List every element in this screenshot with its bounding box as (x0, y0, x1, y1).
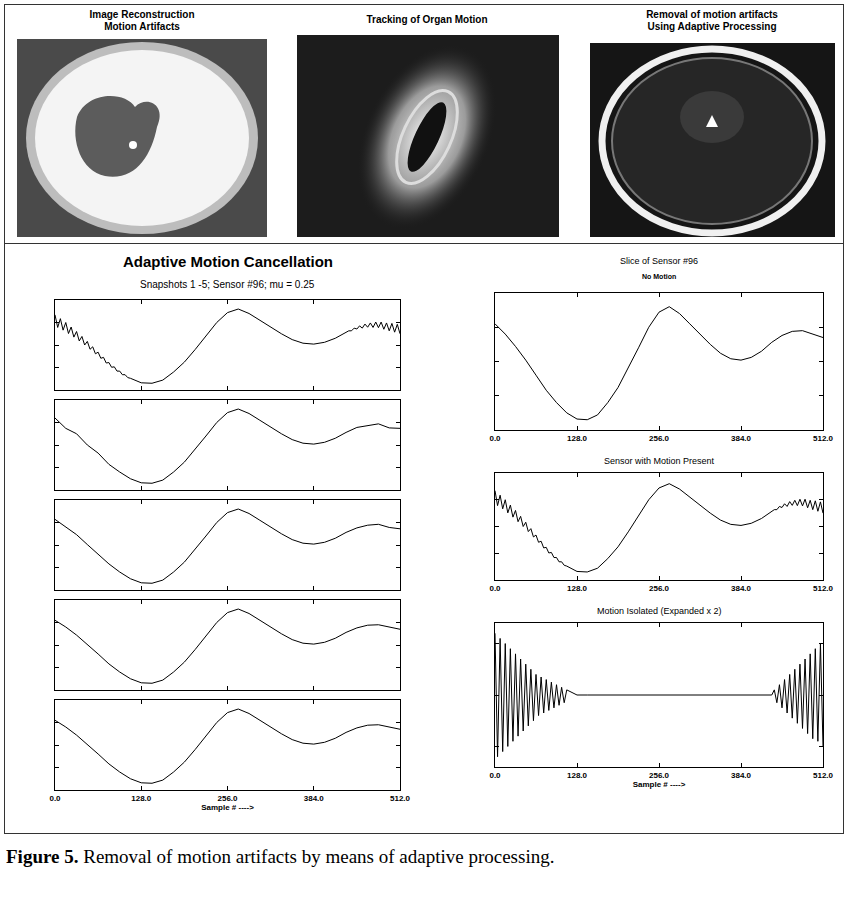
svg-text:384.0: 384.0 (304, 794, 325, 803)
svg-text:128.0: 128.0 (131, 794, 152, 803)
svg-text:Removal of motion artifacts: Removal of motion artifacts (646, 9, 778, 20)
svg-text:384.0: 384.0 (731, 771, 752, 780)
svg-text:512.0: 512.0 (813, 771, 834, 780)
svg-text:Sample # ---->: Sample # ----> (633, 780, 686, 789)
svg-text:384.0: 384.0 (731, 434, 752, 443)
svg-text:Sample # ---->: Sample # ----> (201, 803, 254, 812)
svg-text:Motion Isolated (Expanded x 2): Motion Isolated (Expanded x 2) (597, 606, 722, 616)
svg-text:Adaptive Motion Cancellation: Adaptive Motion Cancellation (123, 253, 333, 270)
svg-text:512.0: 512.0 (813, 434, 834, 443)
svg-text:512.0: 512.0 (390, 794, 411, 803)
html-text:Figure 5. Removal of motion ar: Figure 5. Removal of motion artifacts by… (6, 846, 555, 867)
svg-text:256.0: 256.0 (649, 434, 670, 443)
svg-text:Motion Artifacts: Motion Artifacts (104, 21, 180, 32)
svg-text:256.0: 256.0 (217, 794, 238, 803)
svg-text:Using Adaptive Processing: Using Adaptive Processing (647, 21, 776, 32)
svg-text:Image Reconstruction: Image Reconstruction (89, 9, 194, 20)
svg-text:0.0: 0.0 (489, 771, 501, 780)
svg-text:Slice of Sensor #96: Slice of Sensor #96 (620, 256, 698, 266)
svg-text:128.0: 128.0 (567, 584, 588, 593)
svg-text:Sensor with Motion Present: Sensor with Motion Present (604, 456, 715, 466)
svg-text:256.0: 256.0 (649, 771, 670, 780)
svg-text:0.0: 0.0 (49, 794, 61, 803)
svg-text:0.0: 0.0 (489, 584, 501, 593)
svg-text:384.0: 384.0 (731, 584, 752, 593)
svg-text:512.0: 512.0 (813, 584, 834, 593)
svg-text:Tracking of Organ Motion: Tracking of Organ Motion (366, 14, 487, 25)
svg-text:Snapshots 1 -5; Sensor #96; mu: Snapshots 1 -5; Sensor #96; mu = 0.25 (140, 279, 315, 290)
svg-text:0.0: 0.0 (489, 434, 501, 443)
svg-text:No Motion: No Motion (642, 273, 676, 280)
svg-text:256.0: 256.0 (649, 584, 670, 593)
svg-text:128.0: 128.0 (567, 434, 588, 443)
svg-text:128.0: 128.0 (567, 771, 588, 780)
